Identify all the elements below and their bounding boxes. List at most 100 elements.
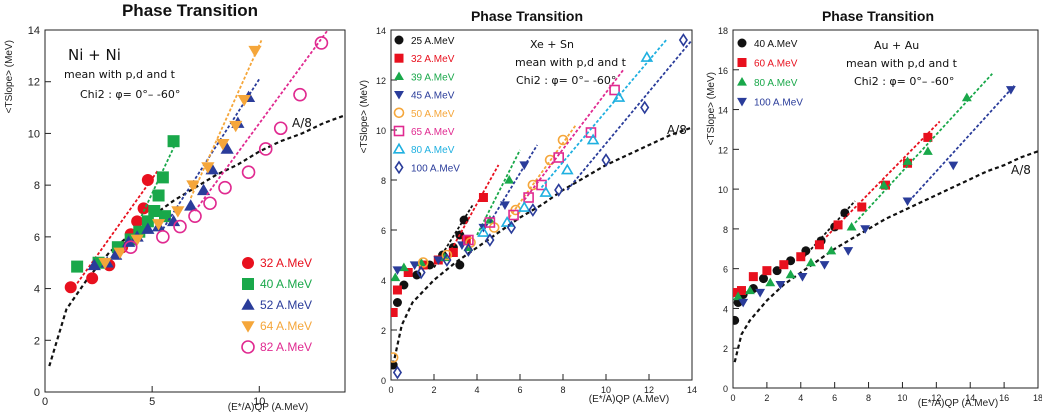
data-point — [814, 240, 824, 250]
y-tick-label: 12 — [28, 77, 40, 89]
chart-panel-au-au: Phase Transition 0 2 4 6 8 10 12 14 16 18 0 2 4 6 8 10 12… — [706, 0, 1042, 415]
x-tick-label: 8 — [866, 393, 871, 403]
data-point — [539, 185, 553, 197]
series-fit-line — [489, 144, 538, 223]
x-tick-label: 6 — [832, 393, 837, 403]
series-fit-line — [854, 73, 993, 224]
x-tick-label: 4 — [474, 385, 479, 395]
legend-marker — [242, 278, 254, 290]
legend-marker — [737, 77, 747, 86]
data-point — [1005, 86, 1016, 95]
data-point — [123, 240, 138, 254]
data-point — [441, 249, 453, 261]
y-tick-label: 8 — [381, 176, 386, 186]
data-point — [201, 162, 215, 174]
data-point — [459, 215, 469, 225]
legend-label: 25 A.MeV — [411, 36, 455, 47]
data-point — [528, 203, 538, 217]
series-fit-line — [76, 169, 160, 284]
x-tick-label: 10 — [253, 396, 265, 408]
data-point — [948, 161, 959, 171]
x-tick-label: 2 — [431, 385, 436, 395]
data-point — [961, 92, 972, 102]
data-point — [517, 200, 531, 212]
annotation-text: Chi2 : φ= 0°– -60° — [80, 88, 180, 101]
data-point — [141, 215, 154, 228]
data-point — [902, 197, 913, 206]
data-point — [500, 201, 510, 210]
legend-label: 40 A.MeV — [260, 277, 312, 291]
y-axis-label: <TSlope> (MeV) — [4, 40, 15, 113]
plot-frame — [390, 29, 693, 381]
x-tick-label: 0 — [388, 385, 393, 395]
data-point — [744, 285, 755, 295]
series-group — [463, 69, 624, 246]
data-point — [273, 121, 288, 136]
data-point — [220, 142, 234, 154]
x-tick-label: 12 — [644, 385, 654, 395]
x-tick-label: 0 — [42, 396, 48, 408]
x-tick-label: 16 — [999, 393, 1009, 403]
data-point — [184, 199, 198, 211]
data-point — [148, 205, 161, 217]
data-point — [131, 215, 144, 228]
data-point — [71, 260, 84, 273]
data-point — [736, 286, 746, 296]
series-fit-line — [523, 69, 624, 201]
data-point — [765, 277, 776, 287]
legend-label: 100 A.MeV — [411, 163, 460, 174]
y-tick-label: 12 — [376, 76, 386, 86]
x-tick-label: 2 — [764, 393, 769, 403]
plot-frame — [44, 29, 346, 393]
data-point — [857, 202, 867, 212]
series-fit-line — [194, 30, 329, 212]
legend-marker — [241, 321, 255, 333]
data-point — [258, 142, 273, 156]
y-tick-label: 14 — [718, 106, 728, 116]
data-point — [416, 265, 426, 280]
data-point — [392, 266, 403, 275]
data-point — [484, 215, 495, 224]
data-point — [151, 219, 166, 231]
data-point — [156, 230, 170, 244]
data-point — [846, 221, 857, 231]
legend-label: 65 A.MeV — [411, 127, 455, 138]
series-group — [98, 39, 263, 270]
y-tick-label: 14 — [28, 25, 40, 37]
y-tick-label: 14 — [376, 26, 386, 36]
x-axis-label: (E*/A)QP (A.MeV) — [228, 402, 308, 413]
data-point — [902, 156, 913, 165]
data-point — [755, 288, 766, 298]
series-group — [391, 164, 500, 317]
legend-label: 45 A.MeV — [411, 91, 455, 102]
data-point — [417, 257, 429, 268]
data-point — [779, 260, 789, 270]
data-point — [586, 133, 600, 145]
series-fit-line — [476, 149, 521, 236]
data-point — [772, 266, 782, 276]
chart-svg-xe-sn: Phase Transition 0 2 4 6 8 10 12 14 0 2 4 6 8 10 12 14 (E… — [359, 8, 697, 405]
data-point — [455, 260, 465, 270]
series-group — [477, 39, 667, 237]
data-point — [216, 138, 230, 151]
data-point — [536, 179, 547, 191]
data-point — [314, 36, 329, 50]
data-point — [152, 189, 165, 202]
plot-frame — [732, 29, 1039, 389]
legend-marker — [242, 257, 254, 269]
data-point — [560, 163, 574, 175]
data-point — [391, 308, 398, 317]
data-point — [196, 183, 211, 196]
data-point — [759, 274, 768, 284]
y-tick-label: 8 — [723, 225, 728, 235]
a8-curve-label: A/8 — [292, 116, 312, 130]
series-group — [71, 135, 180, 273]
x-tick-label: 5 — [149, 396, 155, 408]
data-point — [391, 272, 401, 282]
data-point — [796, 252, 806, 262]
x-tick-label: 14 — [965, 393, 975, 403]
data-point — [805, 257, 816, 267]
data-point — [167, 135, 180, 148]
data-point — [229, 120, 243, 133]
y-tick-label: 6 — [34, 232, 40, 244]
